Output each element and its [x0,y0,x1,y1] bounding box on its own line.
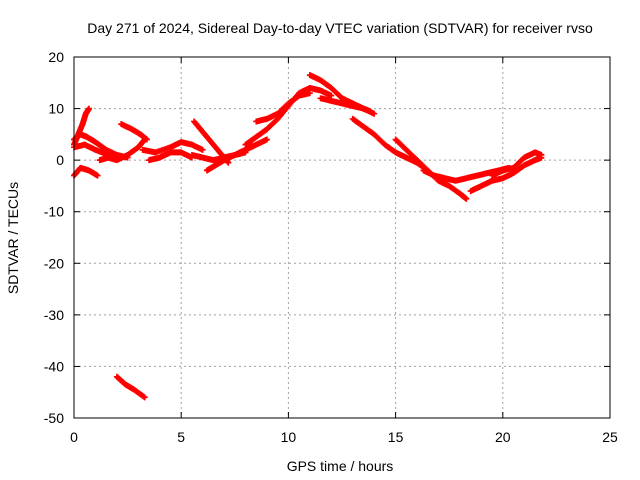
data-point [328,92,335,99]
y-tick-label: -40 [44,358,64,374]
data-point [538,151,545,158]
data-point [86,105,93,112]
data-point [306,90,313,97]
y-tick-label: -50 [44,410,64,426]
y-tick-label: 10 [48,101,64,117]
x-tick-label: 15 [388,429,404,445]
x-axis-ticks: 0 5 10 15 20 25 [70,57,618,445]
data-point [94,172,101,179]
x-axis-label: GPS time / hours [287,458,394,474]
data-point [143,136,150,143]
series-track-7 [113,373,148,401]
series-track-4 [71,164,101,179]
series-track-8 [139,139,206,156]
x-tick-label: 20 [495,429,511,445]
x-tick-label: 0 [70,429,78,445]
data-point [199,146,206,153]
series-track-6 [118,121,150,143]
x-tick-label: 25 [602,429,618,445]
data-point [463,195,470,202]
chart-title: Day 271 of 2024, Sidereal Day-to-day VTE… [87,20,593,36]
grid-lines [74,57,610,418]
y-tick-label: -10 [44,204,64,220]
x-tick-label: 5 [177,429,185,445]
data-point [141,394,148,401]
data-point [371,110,378,117]
series-track-15 [253,90,313,125]
x-tick-label: 10 [281,429,297,445]
y-tick-label: 20 [48,49,64,65]
y-tick-label: -20 [44,255,64,271]
data-points [71,72,545,401]
data-point [263,136,270,143]
series-track-19 [392,136,470,202]
y-axis-ticks: 20 10 0 -10 -20 -30 -40 -50 [44,49,610,426]
series-track-9 [146,149,195,164]
plot-frame [73,56,611,419]
y-tick-label: -30 [44,307,64,323]
series-track-17 [317,95,373,115]
y-tick-label: 0 [56,152,64,168]
series-track-13 [221,136,270,164]
series-track-22 [489,149,545,179]
y-axis-label: SDTVAR / TECUs [5,182,21,294]
data-point [366,108,373,115]
